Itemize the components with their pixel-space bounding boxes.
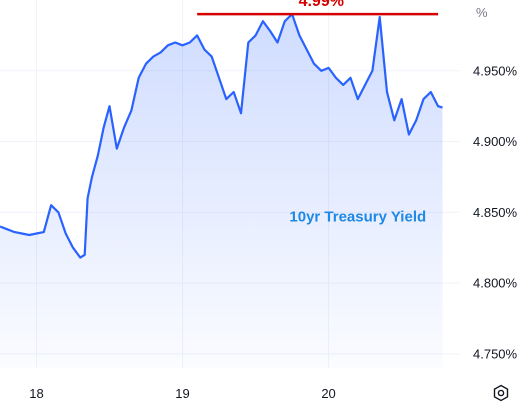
- x-tick-label: 18: [29, 386, 43, 401]
- settings-button[interactable]: [488, 380, 514, 406]
- settings-icon: [493, 384, 509, 402]
- y-axis: 4.750% 4.800% 4.850% 4.900% 4.950%: [473, 63, 518, 361]
- x-tick-label: 20: [321, 386, 335, 401]
- series-label: 10yr Treasury Yield: [289, 209, 426, 226]
- y-tick-label: 4.950%: [473, 63, 518, 78]
- x-tick-label: 19: [175, 386, 189, 401]
- y-tick-label: 4.900%: [473, 134, 518, 149]
- x-axis: 18 19 20: [29, 386, 336, 401]
- series-area: [0, 14, 443, 368]
- unit-label: %: [476, 5, 488, 20]
- y-tick-label: 4.800%: [473, 276, 518, 291]
- y-tick-label: 4.750%: [473, 346, 518, 361]
- annotation-label: 4.99%: [299, 0, 344, 10]
- y-tick-label: 4.850%: [473, 205, 518, 220]
- series-line: [0, 13, 443, 259]
